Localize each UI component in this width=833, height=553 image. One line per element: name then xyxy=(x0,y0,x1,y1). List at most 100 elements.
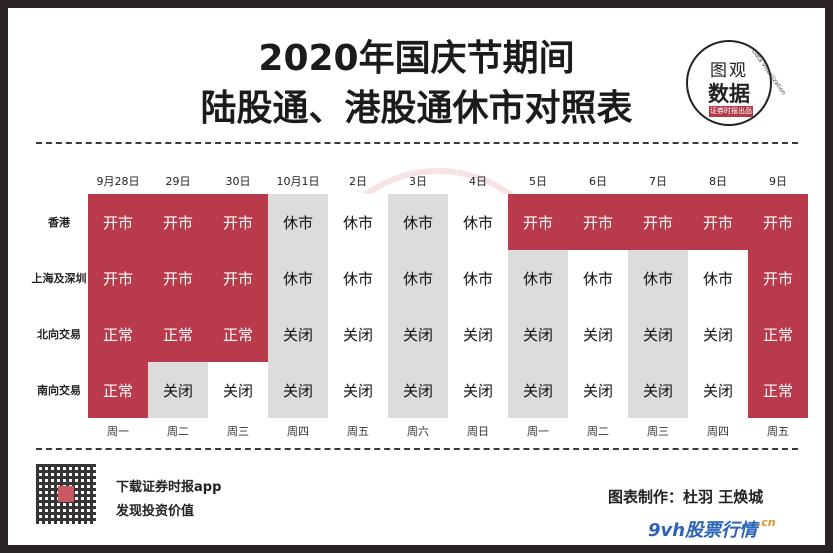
date-header: 2日 xyxy=(349,175,367,188)
date-header: 9日 xyxy=(769,175,787,188)
row-label: 南向交易 xyxy=(37,384,81,397)
corner-cell xyxy=(30,168,88,194)
status-cell: 开市 xyxy=(508,194,568,250)
status-cell: 正常 xyxy=(88,362,148,418)
divider-bottom xyxy=(36,448,798,450)
status-cell: 关闭 xyxy=(448,306,508,362)
date-header: 7日 xyxy=(649,175,667,188)
date-header: 29日 xyxy=(165,175,191,188)
divider-top xyxy=(36,142,798,144)
status-cell: 关闭 xyxy=(568,362,628,418)
status-cell: 休市 xyxy=(328,250,388,306)
row-label: 香港 xyxy=(48,216,70,229)
status-cell: 开市 xyxy=(88,194,148,250)
weekday-label: 周一 xyxy=(527,425,549,438)
table-row: 上海及深圳 开市 开市 开市 休市 休市 休市 休市 休市 休市 休市 休市 开市 xyxy=(30,250,808,306)
status-cell: 正常 xyxy=(148,306,208,362)
status-cell: 关闭 xyxy=(688,362,748,418)
status-cell: 关闭 xyxy=(628,362,688,418)
weekday-label: 周五 xyxy=(347,425,369,438)
status-cell: 休市 xyxy=(268,250,328,306)
date-header: 5日 xyxy=(529,175,547,188)
status-cell: 休市 xyxy=(688,250,748,306)
status-cell: 开市 xyxy=(748,194,808,250)
brand-domain: .cn xyxy=(757,516,776,529)
table-body: 香港 开市 开市 开市 休市 休市 休市 休市 开市 开市 开市 开市 开市 上海及深圳 开市 开市 开市 休市休… xyxy=(30,194,808,418)
date-header: 4日 xyxy=(469,175,487,188)
status-cell: 开市 xyxy=(568,194,628,250)
status-cell: 开市 xyxy=(688,194,748,250)
status-cell: 休市 xyxy=(388,194,448,250)
status-cell: 正常 xyxy=(748,362,808,418)
status-cell: 休市 xyxy=(568,250,628,306)
status-cell: 开市 xyxy=(628,194,688,250)
logo-sub-text: 证券时报出品 xyxy=(709,106,753,117)
logo-top-text: 图观 xyxy=(710,61,748,81)
date-header: 3日 xyxy=(409,175,427,188)
table-row: 南向交易 正常 关闭 关闭 关闭 关闭 关闭 关闭 关闭 关闭 关闭 关闭 正常 xyxy=(30,362,808,418)
status-cell: 开市 xyxy=(148,250,208,306)
weekday-label: 周二 xyxy=(167,425,189,438)
status-cell: 休市 xyxy=(448,250,508,306)
qr-logo-mark xyxy=(58,486,74,502)
date-header-row: 9月28日 29日 30日 10月1日 2日 3日 4日 5日 6日 7日 8日 9日 xyxy=(30,168,808,194)
status-cell: 开市 xyxy=(748,250,808,306)
status-cell: 休市 xyxy=(328,194,388,250)
status-cell: 关闭 xyxy=(208,362,268,418)
status-cell: 休市 xyxy=(448,194,508,250)
status-cell: 关闭 xyxy=(568,306,628,362)
status-cell: 关闭 xyxy=(388,362,448,418)
date-header: 30日 xyxy=(225,175,251,188)
weekday-label: 周日 xyxy=(467,425,489,438)
weekday-row: 周一 周二 周三 周四 周五 周六 周日 周一 周二 周三 周四 周五 xyxy=(30,418,808,444)
row-label: 北向交易 xyxy=(37,328,81,341)
download-app-text: 下载证券时报app xyxy=(116,480,222,495)
status-cell: 休市 xyxy=(508,250,568,306)
status-cell: 关闭 xyxy=(388,306,448,362)
status-cell: 关闭 xyxy=(448,362,508,418)
status-cell: 关闭 xyxy=(628,306,688,362)
status-cell: 关闭 xyxy=(508,362,568,418)
row-label: 上海及深圳 xyxy=(31,272,87,285)
page-title: 2020年国庆节期间 陆股通、港股通休市对照表 xyxy=(8,34,825,134)
status-cell: 开市 xyxy=(208,194,268,250)
status-cell: 休市 xyxy=(388,250,448,306)
discover-value-text: 发现投资价值 xyxy=(116,504,195,519)
status-cell: 关闭 xyxy=(328,362,388,418)
date-header: 6日 xyxy=(589,175,607,188)
status-cell: 正常 xyxy=(208,306,268,362)
status-cell: 关闭 xyxy=(268,306,328,362)
status-cell: 休市 xyxy=(268,194,328,250)
title-line-2: 陆股通、港股通休市对照表 xyxy=(200,88,633,129)
date-header: 9月28日 xyxy=(96,175,140,188)
status-cell: 关闭 xyxy=(688,306,748,362)
status-cell: 休市 xyxy=(628,250,688,306)
table-row: 香港 开市 开市 开市 休市 休市 休市 休市 开市 开市 开市 开市 开市 xyxy=(30,194,808,250)
status-cell: 关闭 xyxy=(508,306,568,362)
table-row: 北向交易 正常 正常 正常 关闭 关闭 关闭 关闭 关闭 关闭 关闭 关闭 正常 xyxy=(30,306,808,362)
weekday-label: 周四 xyxy=(287,425,309,438)
weekday-label: 周三 xyxy=(647,425,669,438)
logo-main-text: 数据 xyxy=(708,82,750,106)
status-cell: 关闭 xyxy=(268,362,328,418)
status-cell: 关闭 xyxy=(328,306,388,362)
chart-credit: 图表制作：杜羽 王焕城 xyxy=(608,488,764,506)
status-cell: 开市 xyxy=(88,250,148,306)
brand-watermark: 9vh股票行情.cn xyxy=(648,516,776,542)
brand-logo: 图观 数据 证券时报出品 Data Visualization xyxy=(686,40,787,126)
chart-card: 2020年国庆节期间 陆股通、港股通休市对照表 图观 数据 证券时报出品 Dat… xyxy=(8,8,825,545)
weekday-label: 周四 xyxy=(707,425,729,438)
weekday-label: 周二 xyxy=(587,425,609,438)
status-cell: 正常 xyxy=(88,306,148,362)
weekday-label: 周六 xyxy=(407,425,429,438)
status-cell: 开市 xyxy=(148,194,208,250)
corner-cell-bottom xyxy=(30,418,88,444)
weekday-label: 周一 xyxy=(107,425,129,438)
brand-text: 9vh股票行情 xyxy=(648,520,758,541)
weekday-label: 周三 xyxy=(227,425,249,438)
qr-code-icon xyxy=(36,464,96,524)
status-cell: 开市 xyxy=(208,250,268,306)
title-line-1: 2020年国庆节期间 xyxy=(258,38,575,79)
status-cell: 关闭 xyxy=(148,362,208,418)
date-header: 8日 xyxy=(709,175,727,188)
